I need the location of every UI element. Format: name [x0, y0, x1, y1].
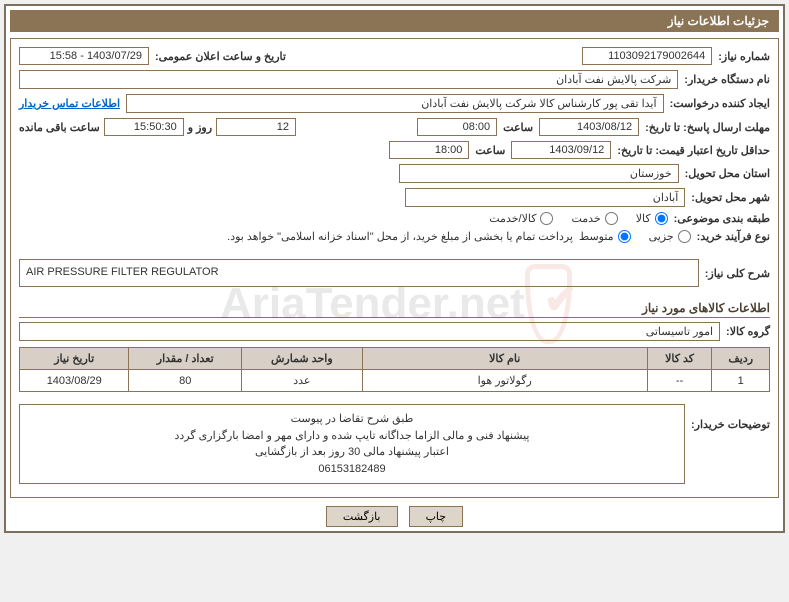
label-city: شهر محل تحویل: — [691, 191, 770, 204]
value-answer-date: 1403/08/12 — [539, 118, 639, 136]
row-buyer-notes: توضیحات خریدار: طبق شرح تقاضا در پیوست پ… — [19, 398, 770, 484]
value-answer-time: 08:00 — [417, 118, 497, 136]
label-province: استان محل تحویل: — [685, 167, 770, 180]
label-hour-2: ساعت — [475, 144, 505, 157]
buyer-note-line: 06153182489 — [26, 461, 678, 478]
td-qty: 80 — [129, 370, 242, 392]
row-goods-group: گروه کالا: امور تاسیساتی — [19, 322, 770, 341]
value-city: آبادان — [405, 188, 685, 207]
row-overall-desc: شرح کلی نیاز: AIR PRESSURE FILTER REGULA… — [19, 253, 770, 293]
radio-goods[interactable]: کالا — [636, 212, 668, 225]
buttons-row: چاپ بازگشت — [10, 506, 779, 527]
row-need-number: شماره نیاز: 1103092179002644 تاریخ و ساع… — [19, 47, 770, 65]
radio-service[interactable]: خدمت — [571, 212, 617, 225]
buyer-note-line: پیشنهاد فنی و مالی الزاما جداگانه تایپ ش… — [26, 428, 678, 445]
label-hour-1: ساعت — [503, 121, 533, 134]
table-row: 1 -- رگولاتور هوا عدد 80 1403/08/29 — [20, 370, 770, 392]
label-day-and: روز و — [188, 121, 212, 134]
goods-table: ردیف کد کالا نام کالا واحد شمارش تعداد /… — [19, 347, 770, 392]
row-province: استان محل تحویل: خوزستان — [19, 164, 770, 183]
label-overall-desc: شرح کلی نیاز: — [705, 267, 770, 280]
label-requester: ایجاد کننده درخواست: — [670, 97, 770, 110]
th-code: کد کالا — [647, 348, 712, 370]
row-purchase-type: نوع فرآیند خرید: جزیی متوسط پرداخت تمام … — [19, 230, 770, 243]
goods-section-title: اطلاعات کالاهای مورد نیاز — [19, 301, 770, 318]
overall-desc-box: AIR PRESSURE FILTER REGULATOR — [19, 259, 699, 287]
radio-both-label: کالا/خدمت — [489, 212, 536, 225]
td-code: -- — [647, 370, 712, 392]
label-subject-class: طبقه بندی موضوعی: — [674, 212, 770, 225]
payment-note: پرداخت تمام یا بخشی از مبلغ خرید، از محل… — [227, 230, 573, 243]
radio-service-label: خدمت — [571, 212, 600, 225]
radio-goods-input[interactable] — [655, 212, 668, 225]
value-need-number: 1103092179002644 — [582, 47, 712, 65]
radio-service-input[interactable] — [605, 212, 618, 225]
label-goods-group: گروه کالا: — [726, 325, 770, 338]
value-province: خوزستان — [399, 164, 679, 183]
radio-partial-input[interactable] — [678, 230, 691, 243]
row-buyer-org: نام دستگاه خریدار: شرکت پالایش نفت آبادا… — [19, 70, 770, 89]
th-date: تاریخ نیاز — [20, 348, 129, 370]
value-time-remaining: 15:50:30 — [104, 118, 184, 136]
value-validity-date: 1403/09/12 — [511, 141, 611, 159]
label-buyer-org: نام دستگاه خریدار: — [684, 73, 770, 86]
td-date: 1403/08/29 — [20, 370, 129, 392]
radio-partial[interactable]: جزیی — [649, 230, 691, 243]
radio-medium-label: متوسط — [579, 230, 614, 243]
purchase-radio-group: جزیی متوسط — [579, 230, 691, 243]
radio-partial-label: جزیی — [649, 230, 674, 243]
label-answer-deadline: مهلت ارسال پاسخ: تا تاریخ: — [645, 121, 770, 134]
row-requester: ایجاد کننده درخواست: آیدا تقی پور کارشنا… — [19, 94, 770, 113]
row-subject-class: طبقه بندی موضوعی: کالا خدمت کالا/خدمت — [19, 212, 770, 225]
td-unit: عدد — [241, 370, 362, 392]
th-name: نام کالا — [362, 348, 647, 370]
th-unit: واحد شمارش — [241, 348, 362, 370]
th-qty: تعداد / مقدار — [129, 348, 242, 370]
th-row: ردیف — [712, 348, 770, 370]
subject-radio-group: کالا خدمت کالا/خدمت — [489, 212, 667, 225]
buyer-notes-box: طبق شرح تقاضا در پیوست پیشنهاد فنی و مال… — [19, 404, 685, 484]
td-name: رگولاتور هوا — [362, 370, 647, 392]
value-requester: آیدا تقی پور کارشناس کالا شرکت پالایش نف… — [126, 94, 664, 113]
row-min-validity: حداقل تاریخ اعتبار قیمت: تا تاریخ: 1403/… — [19, 141, 770, 159]
radio-both[interactable]: کالا/خدمت — [489, 212, 553, 225]
row-answer-deadline: مهلت ارسال پاسخ: تا تاریخ: 1403/08/12 سا… — [19, 118, 770, 136]
content-area: شماره نیاز: 1103092179002644 تاریخ و ساع… — [10, 38, 779, 498]
page-title: جزئیات اطلاعات نیاز — [10, 10, 779, 32]
radio-goods-label: کالا — [636, 212, 651, 225]
label-buyer-notes: توضیحات خریدار: — [691, 418, 770, 431]
row-city: شهر محل تحویل: آبادان — [19, 188, 770, 207]
countdown: 12 روز و 15:50:30 ساعت باقی مانده — [19, 118, 296, 136]
label-need-number: شماره نیاز: — [718, 50, 770, 63]
radio-both-input[interactable] — [540, 212, 553, 225]
buyer-note-line: طبق شرح تقاضا در پیوست — [26, 411, 678, 428]
value-announce-datetime: 1403/07/29 - 15:58 — [19, 47, 149, 65]
radio-medium-input[interactable] — [618, 230, 631, 243]
label-announce-datetime: تاریخ و ساعت اعلان عمومی: — [155, 50, 286, 63]
buyer-contact-link[interactable]: اطلاعات تماس خریدار — [19, 97, 120, 110]
outer-frame: جزئیات اطلاعات نیاز شماره نیاز: 11030921… — [4, 4, 785, 533]
label-min-validity: حداقل تاریخ اعتبار قیمت: تا تاریخ: — [617, 144, 770, 157]
value-days-remaining: 12 — [216, 118, 296, 136]
value-validity-time: 18:00 — [389, 141, 469, 159]
print-button[interactable]: چاپ — [409, 506, 464, 527]
back-button[interactable]: بازگشت — [326, 506, 398, 527]
buyer-note-line: اعتبار پیشنهاد مالی 30 روز بعد از بازگشا… — [26, 444, 678, 461]
radio-medium[interactable]: متوسط — [579, 230, 631, 243]
td-row: 1 — [712, 370, 770, 392]
label-remaining: ساعت باقی مانده — [19, 121, 100, 134]
label-purchase-type: نوع فرآیند خرید: — [697, 230, 770, 243]
value-goods-group: امور تاسیساتی — [19, 322, 720, 341]
value-buyer-org: شرکت پالایش نفت آبادان — [19, 70, 678, 89]
